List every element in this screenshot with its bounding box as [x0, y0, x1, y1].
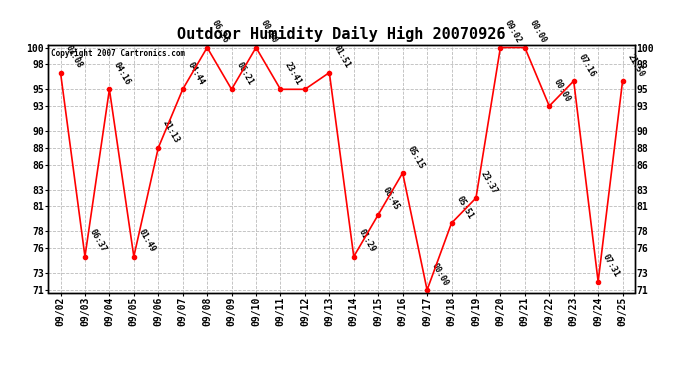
Text: 07:31: 07:31 — [601, 253, 621, 279]
Text: 00:00: 00:00 — [259, 19, 279, 45]
Text: 05:15: 05:15 — [406, 144, 426, 170]
Text: 09:02: 09:02 — [503, 19, 524, 45]
Text: 23:37: 23:37 — [479, 169, 499, 195]
Text: 06:26: 06:26 — [210, 19, 230, 45]
Text: 06:37: 06:37 — [88, 228, 108, 254]
Text: 05:51: 05:51 — [454, 194, 475, 220]
Text: 03:08: 03:08 — [63, 44, 83, 70]
Text: 07:16: 07:16 — [576, 52, 597, 78]
Title: Outdoor Humidity Daily High 20070926: Outdoor Humidity Daily High 20070926 — [177, 27, 506, 42]
Text: Copyright 2007 Cartronics.com: Copyright 2007 Cartronics.com — [51, 49, 186, 58]
Text: 06:45: 06:45 — [381, 186, 402, 212]
Text: 01:49: 01:49 — [137, 228, 157, 254]
Text: 04:44: 04:44 — [186, 60, 206, 87]
Text: 00:00: 00:00 — [430, 261, 450, 287]
Text: 04:16: 04:16 — [112, 60, 132, 87]
Text: 00:00: 00:00 — [552, 77, 572, 103]
Text: 23:41: 23:41 — [283, 60, 304, 87]
Text: 21:50: 21:50 — [625, 52, 646, 78]
Text: 06:21: 06:21 — [235, 60, 255, 87]
Text: 01:51: 01:51 — [332, 44, 353, 70]
Text: 01:29: 01:29 — [357, 228, 377, 254]
Text: 21:13: 21:13 — [161, 119, 181, 145]
Text: 00:00: 00:00 — [528, 19, 548, 45]
